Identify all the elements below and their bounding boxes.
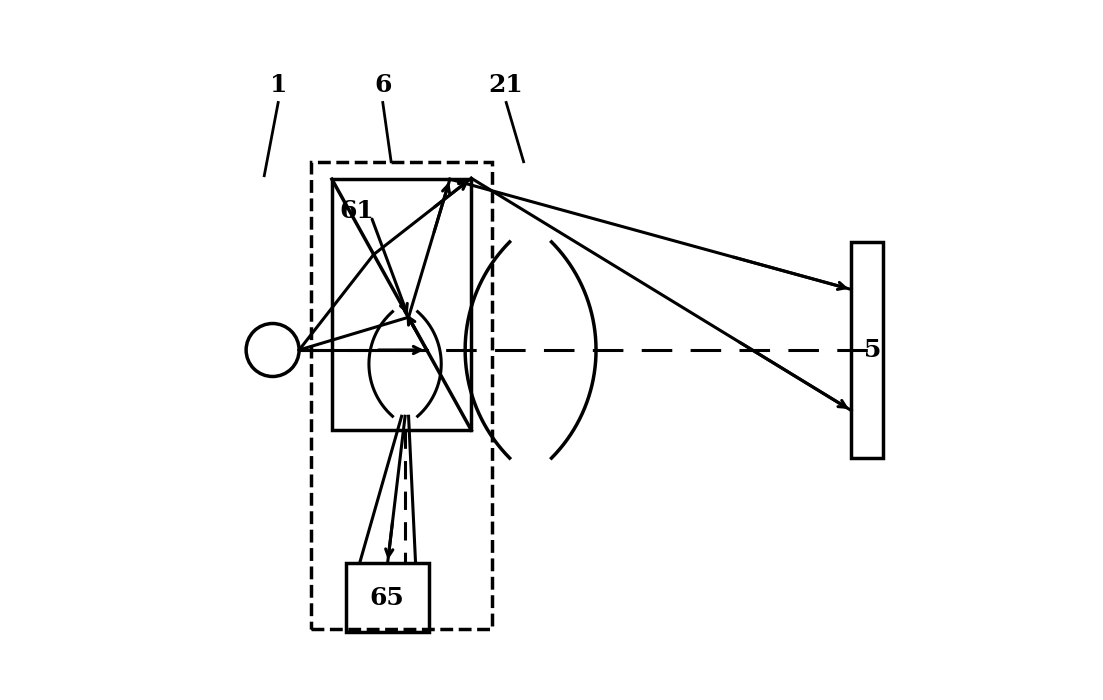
Text: 1: 1 (269, 73, 287, 97)
Text: 5: 5 (864, 338, 881, 362)
Text: 6: 6 (374, 73, 392, 97)
Text: 65: 65 (368, 585, 404, 610)
Text: 21: 21 (489, 73, 524, 97)
Text: 61: 61 (339, 199, 374, 223)
